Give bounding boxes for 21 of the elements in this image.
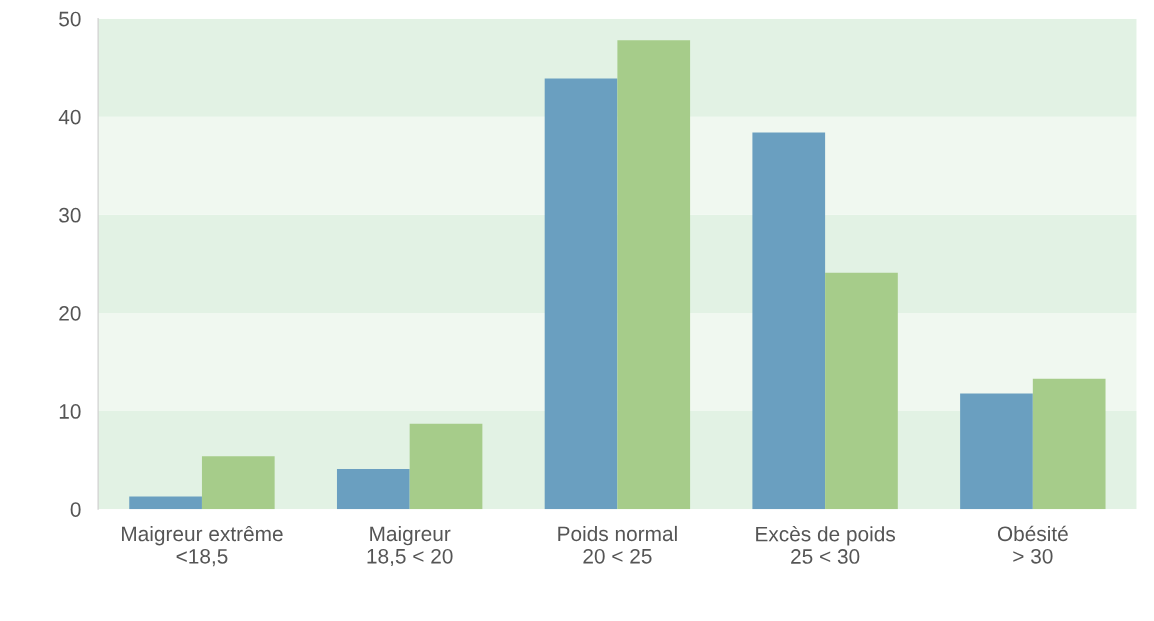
x-tick-label: Poids normal 20 < 25 bbox=[558, 525, 677, 564]
bar bbox=[825, 272, 898, 510]
y-tick-label: 20 bbox=[59, 305, 81, 321]
bar bbox=[617, 40, 691, 510]
bar bbox=[960, 393, 1033, 510]
y-tick-label: 30 bbox=[59, 207, 81, 223]
y-tick-label: 40 bbox=[58, 109, 81, 125]
y-tick-label: 0 bbox=[70, 502, 81, 517]
x-tick-label: Maigreur 18,5 < 20 bbox=[367, 525, 453, 567]
bar bbox=[1032, 378, 1106, 510]
bar bbox=[201, 456, 275, 510]
y-tick-label: 50 bbox=[59, 11, 81, 27]
bar bbox=[544, 78, 618, 510]
bar bbox=[409, 423, 483, 510]
x-tick-label: Obésité > 30 bbox=[997, 525, 1068, 564]
x-tick-label: Excès de poids 25 < 30 bbox=[756, 525, 895, 564]
bar bbox=[336, 468, 410, 510]
x-tick-label: Maigreur extrême <18,5 bbox=[122, 525, 283, 567]
bar bbox=[752, 132, 826, 510]
bar bbox=[129, 496, 202, 510]
y-tick-label: 10 bbox=[59, 404, 81, 419]
